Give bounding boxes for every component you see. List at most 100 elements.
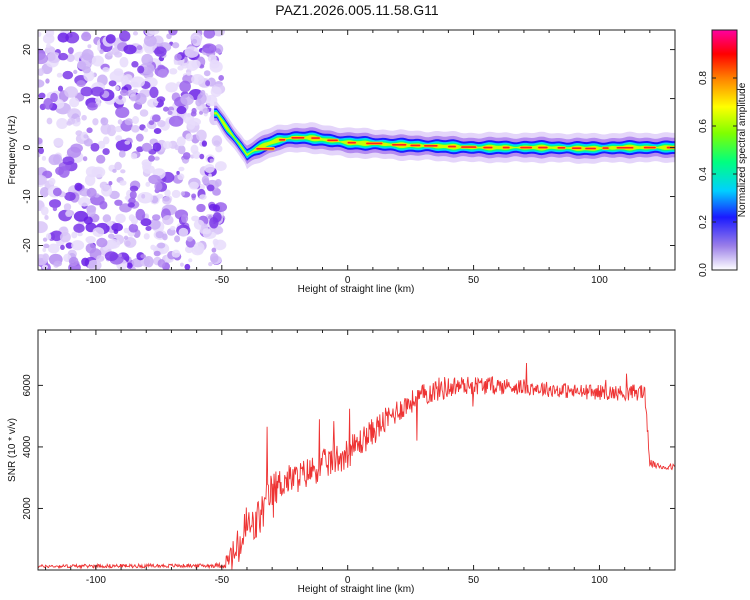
spectrogram-noise-blob (190, 117, 202, 126)
spectrogram-noise-blob (127, 202, 135, 208)
spectrogram-noise-blob (38, 221, 48, 234)
spectrogram-ylabel: Frequency (Hz) (7, 116, 18, 185)
spectrogram-noise-blob (176, 106, 187, 115)
spectrogram-noise-blob (85, 243, 97, 254)
spectrogram-noise-blob (113, 229, 119, 235)
spectrogram-noise-blob (202, 43, 217, 54)
spectrogram-noise-blob (107, 51, 113, 57)
spectrogram-noise-blob (71, 231, 78, 239)
spectrogram-noise-blob (215, 48, 221, 53)
spectrogram-noise-blob (114, 161, 122, 171)
spectrogram-noise-blob (38, 53, 49, 65)
spectrogram-noise-blob (44, 214, 49, 221)
spectrogram-noise-blob (147, 98, 159, 108)
spectrogram-noise-blob (166, 33, 172, 40)
spectrogram-noise-blob (203, 70, 211, 77)
spectrogram-noise-blob (115, 213, 126, 224)
spectrogram-noise-blob (48, 199, 62, 209)
spectrogram-noise-blob (177, 173, 185, 181)
spectrogram-noise-blob (120, 169, 126, 174)
spectrogram-noise-blob (118, 253, 122, 258)
spectrogram-y-tick-label: -20 (22, 238, 33, 253)
spectrogram-noise-blob (65, 31, 80, 44)
spectrogram-noise-blob (56, 118, 68, 129)
spectrogram-noise-blob (114, 95, 127, 105)
spectrogram-noise-blob (111, 223, 123, 232)
snr-xlabel: Height of straight line (km) (298, 584, 415, 595)
spectrogram-noise-blob (81, 48, 94, 61)
spectrogram-noise-blob (180, 93, 194, 106)
spectrogram-noise-blob (128, 223, 139, 233)
spectrogram-noise-blob (41, 155, 47, 161)
spectrogram-noise-blob (169, 68, 178, 75)
spectrogram-noise-blob (119, 56, 129, 68)
spectrogram-noise-blob (64, 191, 76, 201)
spectrogram-noise-blob (62, 156, 75, 166)
spectrogram-noise-blob (124, 118, 134, 126)
spectrogram-noise-blob (215, 145, 223, 153)
spectrogram-noise-blob (66, 146, 82, 158)
spectrogram-noise-blob (141, 159, 152, 167)
spectrogram-noise-blob (38, 92, 46, 99)
spectrogram-noise-blob (82, 66, 91, 74)
spectrogram-noise-blob (136, 45, 143, 51)
spectrogram-noise-blob (38, 79, 45, 88)
spectrogram-noise-blob (177, 145, 186, 155)
spectrogram-noise-blob (162, 215, 174, 226)
spectrogram-noise-blob (63, 203, 72, 211)
spectrogram-noise-blob (143, 128, 149, 133)
spectrogram-noise-blob (86, 205, 96, 217)
spectrogram-noise-blob (152, 142, 162, 152)
snr-y-tick-label: 6000 (22, 374, 33, 397)
spectrogram-noise-blob (191, 215, 200, 222)
spectrogram-x-ticks: -100 -50 0 50 100 (45, 30, 676, 286)
spectrogram-noise-blob (114, 199, 123, 206)
spectrogram-ridge (214, 101, 675, 170)
spectrogram-noise-blob (151, 214, 161, 221)
spectrogram-noise-blob (180, 262, 184, 267)
spectrogram-noise-blob (137, 191, 154, 204)
snr-x-tick-label: 100 (591, 575, 608, 586)
spectrogram-noise-blob (102, 136, 110, 145)
spectrogram-noise-blob (86, 127, 93, 134)
spectrogram-noise-blob (97, 140, 106, 149)
spectrogram-noise-blob (148, 174, 161, 185)
spectrogram-noise-blob (131, 61, 139, 68)
spectrogram-noise-blob (38, 147, 44, 155)
spectrogram-noise-blob (109, 70, 125, 83)
spectrogram-noise-blob (131, 125, 140, 133)
figure-title: PAZ1.2026.005.11.58.G11 (275, 2, 439, 18)
spectrogram-noise-blob (86, 187, 97, 198)
spectrogram-noise-blob (75, 130, 83, 136)
spectrogram-noise-blob (118, 95, 123, 100)
spectrogram-noise-blob (196, 129, 207, 142)
spectrogram-noise-blob (205, 80, 211, 87)
spectrogram-x-tick-label: -100 (86, 275, 106, 286)
spectrogram-ridge-band (214, 111, 675, 158)
spectrogram-noise-blob (81, 257, 90, 267)
spectrogram-noise-blob (52, 187, 62, 197)
spectrogram-noise-blob (151, 114, 161, 123)
spectrogram-noise-blob (66, 120, 73, 126)
spectrogram-noise-blob (168, 115, 184, 127)
colorbar: 0.0 0.2 0.4 0.6 0.8 Normalized spectral ampl… (698, 29, 748, 277)
spectrogram-noise-blob (38, 31, 42, 37)
spectrogram-noise-blob (96, 237, 108, 248)
spectrogram-noise-blob (162, 196, 172, 205)
spectrogram-noise-blob (176, 170, 180, 175)
spectrogram-noise-blob (81, 31, 92, 42)
spectrogram-noise-blob (108, 180, 113, 186)
snr-x-tick-label: -100 (86, 575, 106, 586)
spectrogram-noise-blob (167, 110, 173, 116)
spectrogram-noise-blob (209, 158, 214, 163)
spectrogram-noise-blob (90, 86, 105, 97)
spectrogram-frame (37, 29, 676, 271)
colorbar-tick-label: 0.6 (698, 119, 709, 133)
spectrogram-noise-blob (148, 120, 155, 126)
spectrogram-noise-blob (38, 68, 45, 77)
spectrogram-noise-blob (140, 218, 152, 227)
spectrogram-noise-blob (185, 133, 194, 142)
spectrogram-x-tick-label: 100 (591, 275, 608, 286)
spectrogram-noise-blob (186, 236, 193, 242)
spectrogram-noise-blob (128, 197, 136, 204)
